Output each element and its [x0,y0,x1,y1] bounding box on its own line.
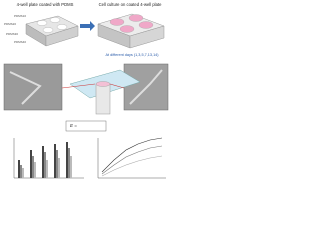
well-label: PDMS30 [6,32,18,36]
pdms-plate [25,15,79,47]
plate-title: Cell culture on coated 4-well plate [99,2,163,7]
connector [61,83,96,89]
micrograph-detail [9,71,42,105]
sample [95,81,111,87]
well-label: PDMS20 [4,22,16,26]
caption: At different days (1,3,5,7,13,14) [105,53,159,57]
well-label: PDMS40 [14,40,26,44]
bar-chart-thumbnail [13,138,84,179]
cell-plate [97,13,165,49]
well-label: PDMS10 [14,14,26,18]
formula: E = [70,123,77,128]
page: 4-well plate coated with PDMS PDMS10 PDM… [0,0,171,189]
micrograph [3,63,63,111]
connector [109,83,125,89]
micrograph-detail [129,69,163,105]
probe [95,83,111,115]
arrow [80,21,95,31]
plate-title: 4-well plate coated with PDMS [17,2,74,7]
figure: 4-well plate coated with PDMS PDMS10 PDM… [3,2,169,179]
formula-box [65,120,107,132]
line-chart-thumbnail [97,137,166,179]
